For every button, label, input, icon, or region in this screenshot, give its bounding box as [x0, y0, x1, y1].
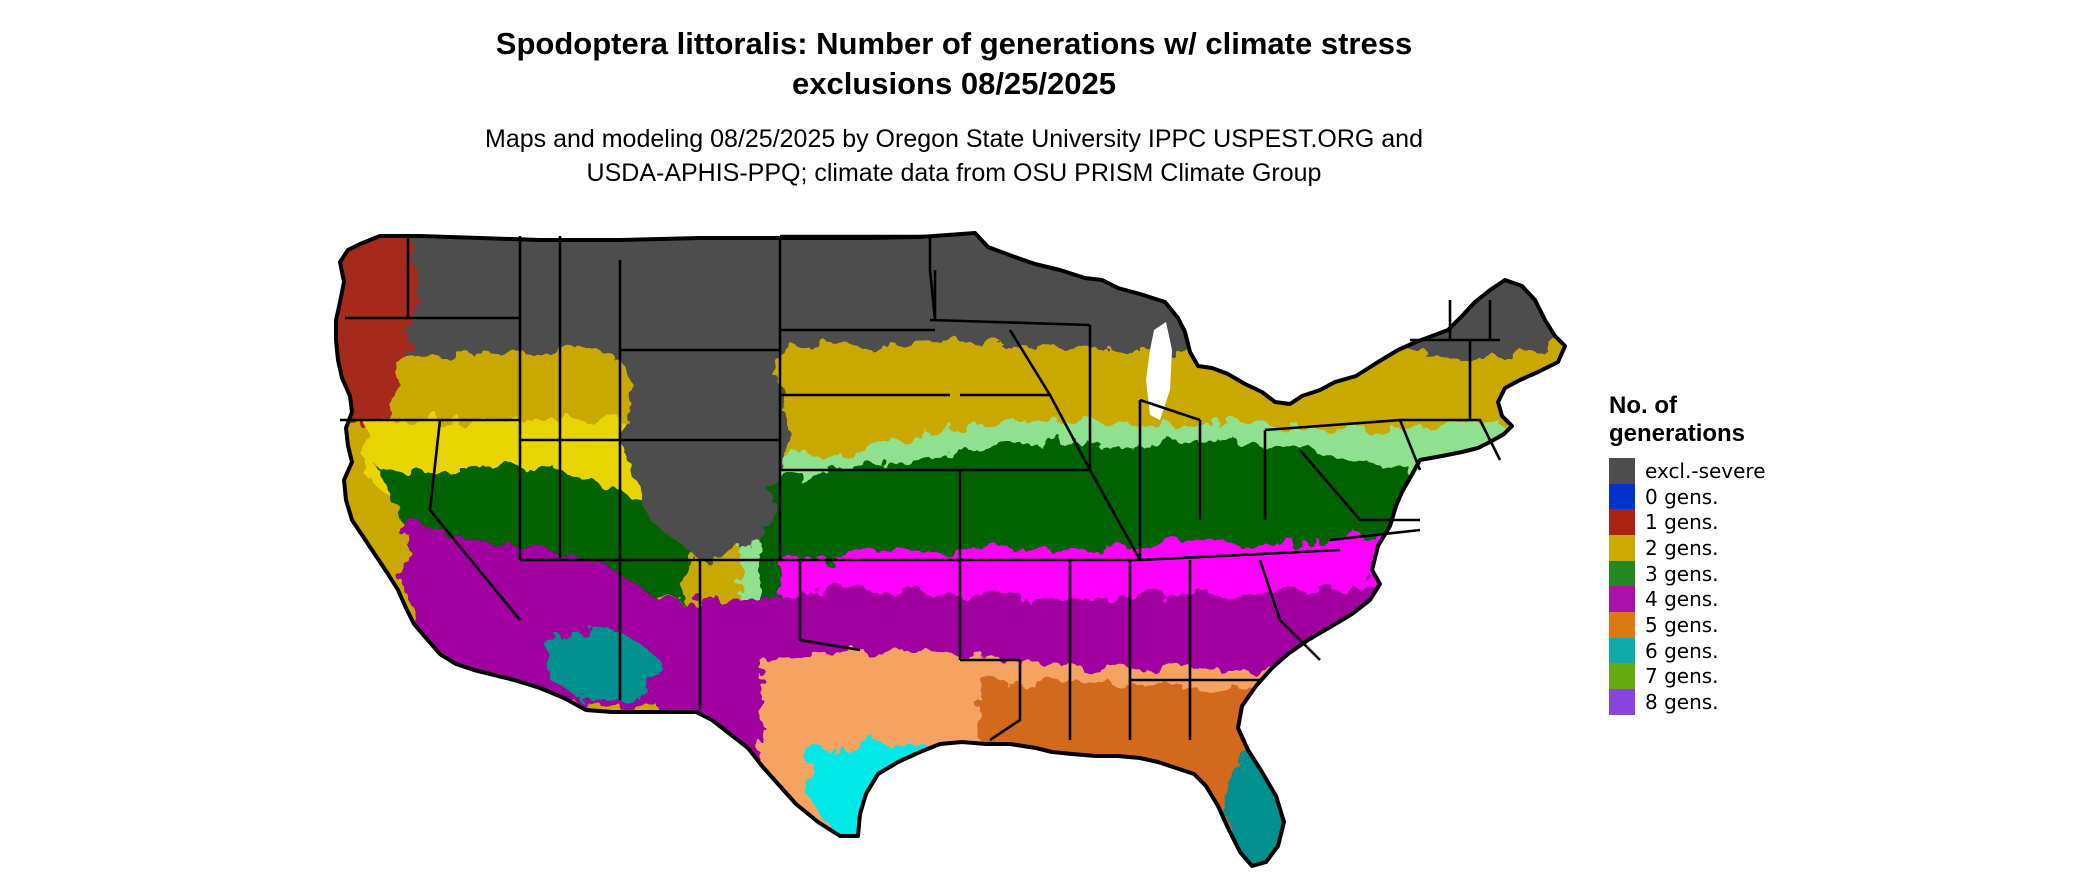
legend-item-3-gens: 3 gens. — [1609, 560, 1929, 587]
legend-label: 3 gens. — [1645, 561, 1719, 586]
legend-swatch — [1609, 534, 1635, 561]
zone-6-gens-arizona — [540, 630, 660, 700]
zone-excluded-rockies — [620, 340, 790, 560]
boundary-midwest-states — [929, 270, 1267, 561]
map-subtitle-line-2: USDA-APHIS-PPQ; climate data from OSU PR… — [586, 159, 1322, 187]
legend-swatch — [1609, 509, 1635, 536]
legend-item-2-gens: 2 gens. — [1609, 534, 1929, 561]
map-subtitle-line-1: Maps and modeling 08/25/2025 by Oregon S… — [485, 125, 1423, 153]
generations-legend: No. of generations excl.-severe 0 gens. … — [1609, 392, 1929, 716]
map-title: Spodoptera littoralis: Number of generat… — [0, 24, 1908, 104]
legend-label: 6 gens. — [1645, 638, 1719, 663]
legend-item-8-gens: 8 gens. — [1609, 689, 1929, 716]
zone-5-gens-dark — [980, 668, 1565, 866]
legend-item-6-gens: 6 gens. — [1609, 637, 1929, 664]
legend-label: 4 gens. — [1645, 587, 1719, 612]
legend-label: 0 gens. — [1645, 484, 1719, 509]
legend-swatch — [1609, 637, 1635, 664]
map-title-line-1: Spodoptera littoralis: Number of generat… — [495, 26, 1413, 61]
map-subtitle: Maps and modeling 08/25/2025 by Oregon S… — [0, 122, 1908, 190]
boundary-eastern-states — [1264, 300, 1502, 542]
legend-label: excl.-severe — [1645, 458, 1766, 483]
state-boundaries — [340, 234, 1502, 742]
legend-item-4-gens: 4 gens. — [1609, 586, 1929, 613]
boundary-west-coast-states — [340, 236, 630, 621]
legend-title-line-2: generations — [1609, 420, 1746, 447]
legend-label: 2 gens. — [1645, 535, 1719, 560]
legend-label: 8 gens. — [1645, 690, 1719, 715]
legend-swatch — [1609, 457, 1635, 484]
legend-label: 1 gens. — [1645, 510, 1719, 535]
zone-excluded-northeast — [1400, 270, 1560, 360]
legend-swatch — [1609, 560, 1635, 587]
zone-excluded-northern-plains — [500, 236, 1000, 400]
us-national-outline — [334, 231, 1567, 868]
boundary-southern-states — [960, 548, 1341, 742]
legend-label: 5 gens. — [1645, 612, 1719, 637]
legend-item-1-gens: 1 gens. — [1609, 509, 1929, 536]
legend-title: No. of generations — [1609, 392, 1929, 448]
legend-item-7-gens: 7 gens. — [1609, 663, 1929, 690]
legend-title-line-1: No. of — [1609, 392, 1677, 419]
lake-michigan — [1146, 322, 1172, 420]
legend-swatch — [1609, 483, 1635, 510]
legend-swatch — [1609, 611, 1635, 638]
boundary-plains-states — [780, 234, 962, 660]
legend-label: 7 gens. — [1645, 664, 1719, 689]
boundary-mountain-states — [558, 236, 782, 710]
legend-swatch — [1609, 586, 1635, 613]
map-title-line-2: exclusions 08/25/2025 — [791, 66, 1116, 101]
lake-michigan-water — [1146, 322, 1172, 420]
legend-item-0-gens: 0 gens. — [1609, 483, 1929, 510]
legend-swatch — [1609, 689, 1635, 716]
zone-1-gens-pacific-northwest — [336, 233, 420, 420]
legend-swatch — [1609, 663, 1635, 690]
legend-item-excl-severe: excl.-severe — [1609, 457, 1929, 484]
legend-item-5-gens: 5 gens. — [1609, 611, 1929, 638]
